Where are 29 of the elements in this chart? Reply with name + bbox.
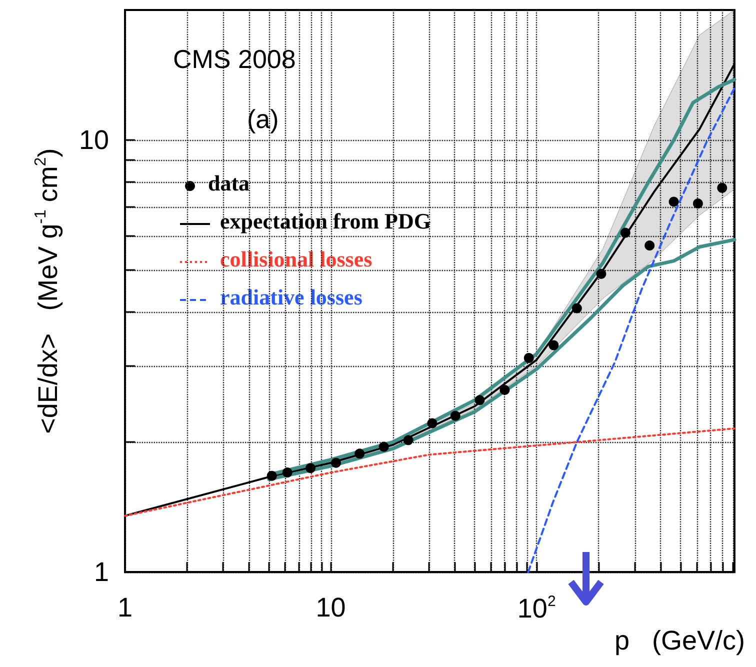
- y-axis-title: <dE/dx> (MeV g-1 cm2): [32, 148, 63, 434]
- legend-label: radiative losses: [220, 284, 363, 310]
- legend-label: expectation from PDG: [220, 208, 431, 234]
- x-tick-label: 1: [117, 592, 133, 623]
- point: [572, 303, 582, 314]
- point: [717, 182, 728, 193]
- point: [306, 463, 316, 474]
- point: [354, 448, 365, 459]
- x-axis-title: p (GeV/c): [614, 626, 745, 656]
- point: [427, 418, 438, 428]
- point: [692, 198, 703, 209]
- point: [403, 435, 414, 446]
- point: [500, 384, 510, 395]
- annotation: CMS 2008: [173, 44, 296, 74]
- annotation: (a): [247, 104, 279, 134]
- point: [620, 228, 630, 238]
- point: [331, 458, 342, 468]
- legend-label: collisional losses: [220, 246, 373, 272]
- point: [474, 395, 485, 406]
- point: [450, 410, 460, 421]
- point: [282, 468, 292, 478]
- legend-label: data: [208, 170, 250, 196]
- x-tick-label: 10: [316, 592, 346, 623]
- point: [548, 340, 559, 350]
- point: [524, 353, 534, 363]
- point: [596, 268, 606, 279]
- point: [644, 240, 655, 251]
- point: [668, 196, 679, 207]
- point: [378, 442, 389, 452]
